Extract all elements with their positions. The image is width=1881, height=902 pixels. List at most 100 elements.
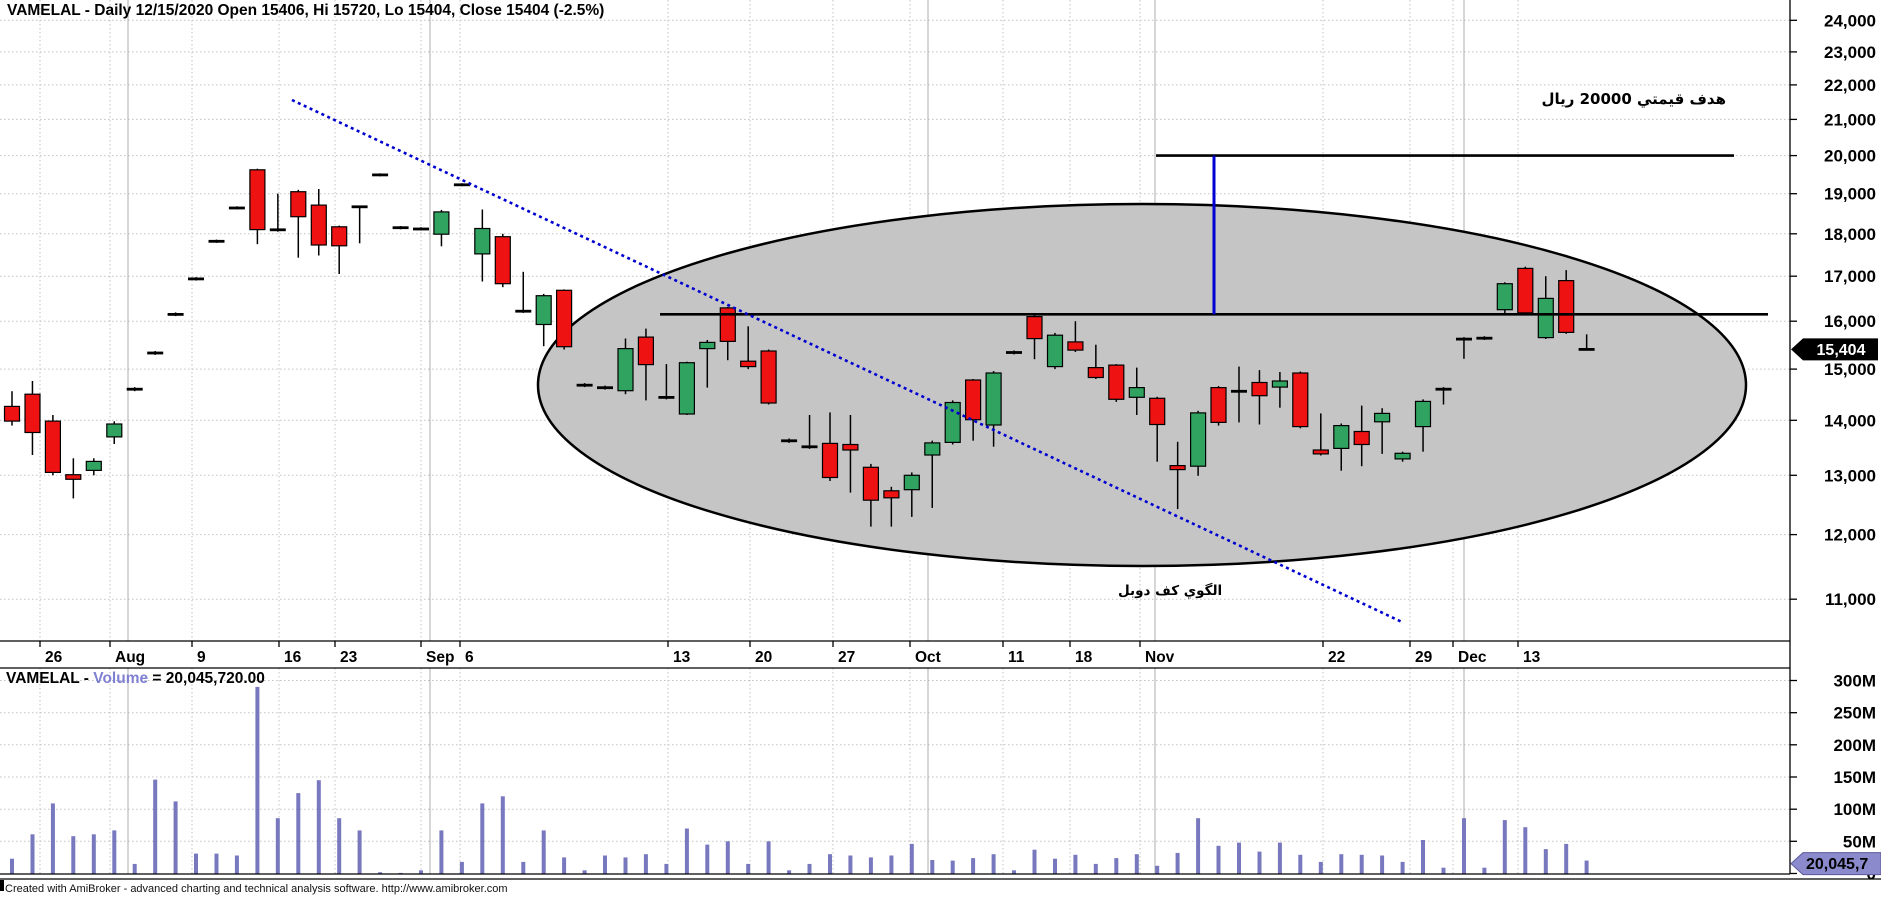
- down-candle: [760, 350, 777, 404]
- price-axis[interactable]: 24,000 23,000 22,000 21,000 20,000 19,000 18,0…: [1790, 11, 1876, 609]
- doji-candle: [1006, 351, 1022, 354]
- volume-bar: [582, 870, 587, 874]
- doji-candle: [208, 239, 225, 243]
- doji-candle: [372, 173, 389, 177]
- up-candle: [699, 341, 716, 350]
- volume-bar: [1073, 854, 1078, 874]
- doji-candle: [453, 183, 470, 187]
- svg-text:24,000: 24,000: [1824, 11, 1876, 30]
- up-candle: [985, 372, 1002, 426]
- svg-text:19,000: 19,000: [1824, 185, 1876, 204]
- doji-candle: [1476, 336, 1493, 340]
- volume-bar: [991, 854, 996, 874]
- svg-text:13: 13: [1523, 649, 1541, 666]
- volume-title-symbol: VAMELAL: [6, 670, 80, 687]
- volume-bar: [705, 844, 710, 874]
- volume-bar: [1421, 840, 1425, 874]
- doji-candle: [1456, 337, 1472, 341]
- down-candle: [883, 490, 900, 499]
- double-bottom-annotation[interactable]: الگوي كف دوبل: [1118, 583, 1223, 599]
- volume-bar: [950, 860, 955, 874]
- volume-bar: [828, 854, 832, 874]
- up-candle: [903, 474, 920, 491]
- down-candle: [24, 393, 41, 434]
- down-candle: [1353, 430, 1370, 446]
- svg-text:29: 29: [1415, 649, 1433, 666]
- volume-bar: [173, 801, 178, 874]
- svg-text:23,000: 23,000: [1824, 43, 1876, 62]
- volume-bar: [1523, 827, 1528, 874]
- up-candle: [1496, 283, 1513, 311]
- svg-text:23: 23: [340, 649, 358, 666]
- last-volume-marker: 20,045,7: [1790, 852, 1881, 876]
- down-candle: [821, 442, 839, 479]
- doji-candle: [781, 439, 798, 443]
- volume-bar: [500, 796, 505, 874]
- volume-bar: [1298, 854, 1303, 874]
- volume-bar: [521, 861, 526, 874]
- volume-bar: [807, 863, 812, 874]
- volume-bar: [1053, 858, 1057, 874]
- svg-text:Oct: Oct: [915, 649, 941, 666]
- volume-bar: [971, 858, 976, 874]
- volume-bars-group[interactable]: [10, 686, 1589, 874]
- svg-text:16,000: 16,000: [1824, 312, 1876, 331]
- down-candle: [1067, 341, 1084, 351]
- volume-bar: [1175, 852, 1180, 874]
- doji-candle: [1435, 387, 1452, 391]
- up-candle: [474, 227, 491, 255]
- svg-text:18: 18: [1075, 649, 1093, 666]
- down-candle: [1087, 367, 1104, 379]
- volume-bar: [1359, 854, 1364, 874]
- down-candle: [331, 226, 348, 247]
- up-candle: [617, 348, 634, 392]
- volume-bar: [337, 818, 342, 874]
- volume-bar: [1400, 861, 1405, 874]
- volume-bar: [296, 793, 301, 874]
- volume-bar: [132, 863, 137, 874]
- volume-bar: [623, 857, 628, 874]
- downtrend-line-annotation[interactable]: [291, 98, 1403, 624]
- down-candle: [842, 443, 859, 451]
- volume-bar: [746, 863, 751, 874]
- volume-bar: [1237, 842, 1241, 874]
- svg-text:13: 13: [673, 649, 691, 666]
- volume-bar: [71, 836, 76, 874]
- ellipse-annotation[interactable]: [536, 202, 1748, 568]
- svg-text:250M: 250M: [1833, 704, 1876, 723]
- volume-bar: [1155, 865, 1160, 874]
- doji-candle: [269, 228, 286, 232]
- volume-pane-title: VAMELAL - Volume = 20,045,720.00: [6, 670, 265, 688]
- down-candle: [1312, 449, 1329, 455]
- volume-bar: [1114, 858, 1119, 874]
- volume-bar: [1584, 860, 1589, 874]
- candles-group[interactable]: [3, 168, 1595, 527]
- svg-text:20: 20: [755, 649, 772, 666]
- up-candle: [106, 423, 123, 438]
- volume-bar: [10, 858, 14, 874]
- up-candle: [1189, 412, 1207, 467]
- svg-text:Nov: Nov: [1145, 649, 1175, 666]
- down-candle: [1026, 316, 1043, 340]
- svg-text:22,000: 22,000: [1824, 76, 1876, 95]
- svg-text:15,000: 15,000: [1824, 360, 1876, 379]
- doji-candle: [515, 309, 532, 313]
- volume-bar: [643, 854, 648, 874]
- date-axis[interactable]: 26 Aug 9 16 23 Sep 6 13 20 27 Oct 11 18 Nov 22 29 Dec 13: [39, 641, 1541, 666]
- volume-bar: [1482, 867, 1487, 874]
- volume-bar: [255, 686, 260, 874]
- down-candle: [719, 307, 736, 342]
- down-candle: [1251, 381, 1268, 397]
- volume-bar: [214, 853, 219, 874]
- volume-bar: [1462, 818, 1466, 874]
- volume-bar: [1380, 855, 1385, 874]
- price-pane-title: VAMELAL - Daily 12/15/2020 Open 15406, H…: [7, 2, 605, 19]
- up-candle: [944, 401, 961, 444]
- up-candle: [678, 362, 696, 415]
- price-target-annotation[interactable]: هدف قيمتي 20000 ريال: [1541, 90, 1726, 108]
- doji-candle: [188, 277, 204, 281]
- volume-bar: [275, 818, 280, 874]
- down-candle: [862, 466, 880, 501]
